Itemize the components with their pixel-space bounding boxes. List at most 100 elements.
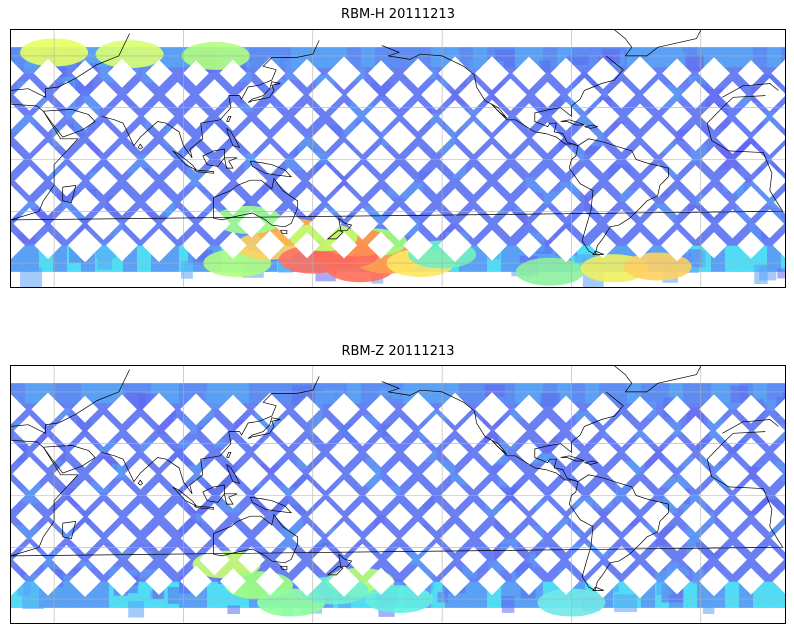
track-gap — [180, 522, 212, 554]
swath-cell — [249, 47, 264, 68]
track-gap — [219, 59, 247, 87]
track-gap — [756, 460, 783, 488]
track-gap — [568, 500, 601, 534]
track-gap — [327, 56, 361, 91]
track-gap — [682, 546, 709, 573]
swath-cell — [57, 77, 79, 87]
track-gap — [367, 189, 395, 216]
swath-cell — [23, 574, 39, 595]
swath-cell — [214, 439, 227, 448]
track-gap — [663, 395, 691, 423]
track-gap — [623, 564, 657, 599]
track-gap — [13, 207, 46, 240]
swath-cell — [313, 152, 331, 164]
track-gap — [552, 395, 580, 423]
track-gap — [419, 413, 454, 448]
track-gap — [422, 167, 451, 195]
swath-cell — [619, 190, 639, 202]
track-gap — [773, 440, 785, 464]
track-gap — [294, 232, 320, 259]
track-gap — [497, 167, 524, 194]
track-gap — [200, 502, 229, 531]
track-gap — [13, 415, 46, 447]
track-gap — [382, 206, 417, 241]
swath-cell — [22, 594, 45, 610]
track-gap — [386, 546, 413, 573]
track-gap — [106, 523, 138, 554]
track-gap — [145, 188, 173, 216]
swath-cell — [431, 47, 446, 68]
track-gap — [496, 545, 525, 574]
coastline — [226, 464, 241, 484]
track-gap — [567, 77, 602, 112]
swath-cell — [540, 393, 561, 407]
track-gap — [496, 459, 525, 488]
swath-cell — [767, 581, 782, 608]
track-gap — [516, 439, 542, 466]
track-gap — [403, 437, 433, 467]
track-gap — [716, 501, 749, 533]
track-gap — [347, 415, 378, 447]
track-gap — [219, 231, 247, 259]
track-gap — [126, 503, 155, 531]
swath-cell — [25, 383, 40, 404]
track-gap — [515, 567, 543, 595]
track-gap — [607, 80, 636, 109]
track-gap — [606, 123, 637, 153]
swath-cell — [501, 245, 516, 272]
track-gap — [774, 398, 785, 420]
track-gap — [384, 165, 415, 196]
coastline — [249, 160, 293, 178]
track-gap — [736, 437, 766, 467]
coastline — [560, 119, 585, 126]
track-gap — [126, 80, 155, 109]
swath-cell — [287, 505, 306, 514]
track-gap — [272, 208, 305, 240]
track-gap — [198, 79, 231, 111]
swath-cell — [67, 383, 82, 404]
track-gap — [641, 120, 676, 155]
track-gap — [699, 566, 729, 597]
swath-cell — [735, 95, 756, 107]
coastline — [224, 493, 238, 505]
swath-cell — [383, 485, 401, 496]
panel-title: RBM-Z 20111213 — [341, 344, 455, 359]
track-gap — [403, 58, 433, 89]
track-gap — [438, 100, 472, 133]
swath-cell — [725, 581, 740, 608]
track-gap — [642, 207, 675, 240]
track-gap — [50, 164, 83, 197]
swath-cell — [128, 601, 145, 618]
coastline — [338, 553, 353, 567]
track-gap — [438, 228, 472, 263]
track-gap — [571, 210, 598, 237]
swath-cell — [501, 595, 515, 613]
swath-cell — [418, 171, 434, 181]
track-gap — [771, 59, 785, 87]
track-gap — [11, 102, 25, 130]
track-gap — [478, 567, 506, 596]
swath-cell — [165, 383, 180, 404]
track-gap — [220, 439, 246, 466]
swath-cell — [430, 113, 441, 127]
swath-cell — [459, 383, 474, 404]
track-gap — [735, 100, 767, 133]
coastline — [101, 40, 320, 159]
coastline — [249, 496, 293, 514]
swath-cell — [553, 519, 569, 530]
swath-cell — [227, 605, 240, 615]
swath-cell — [641, 383, 656, 404]
swath-cell — [57, 192, 71, 201]
track-gap — [737, 60, 765, 87]
track-gap — [385, 503, 414, 531]
coastline — [193, 169, 214, 174]
track-gap — [642, 414, 675, 448]
coastline — [592, 250, 604, 255]
track-gap — [456, 121, 491, 155]
track-gap — [530, 207, 565, 241]
swath-cell — [87, 143, 100, 159]
track-gap — [311, 417, 340, 445]
track-gap — [698, 523, 730, 554]
track-gap — [571, 460, 598, 487]
swath-cell — [488, 561, 501, 578]
